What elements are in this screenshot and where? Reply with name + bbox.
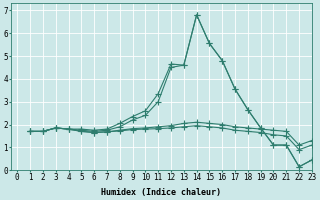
X-axis label: Humidex (Indice chaleur): Humidex (Indice chaleur) <box>101 188 221 197</box>
